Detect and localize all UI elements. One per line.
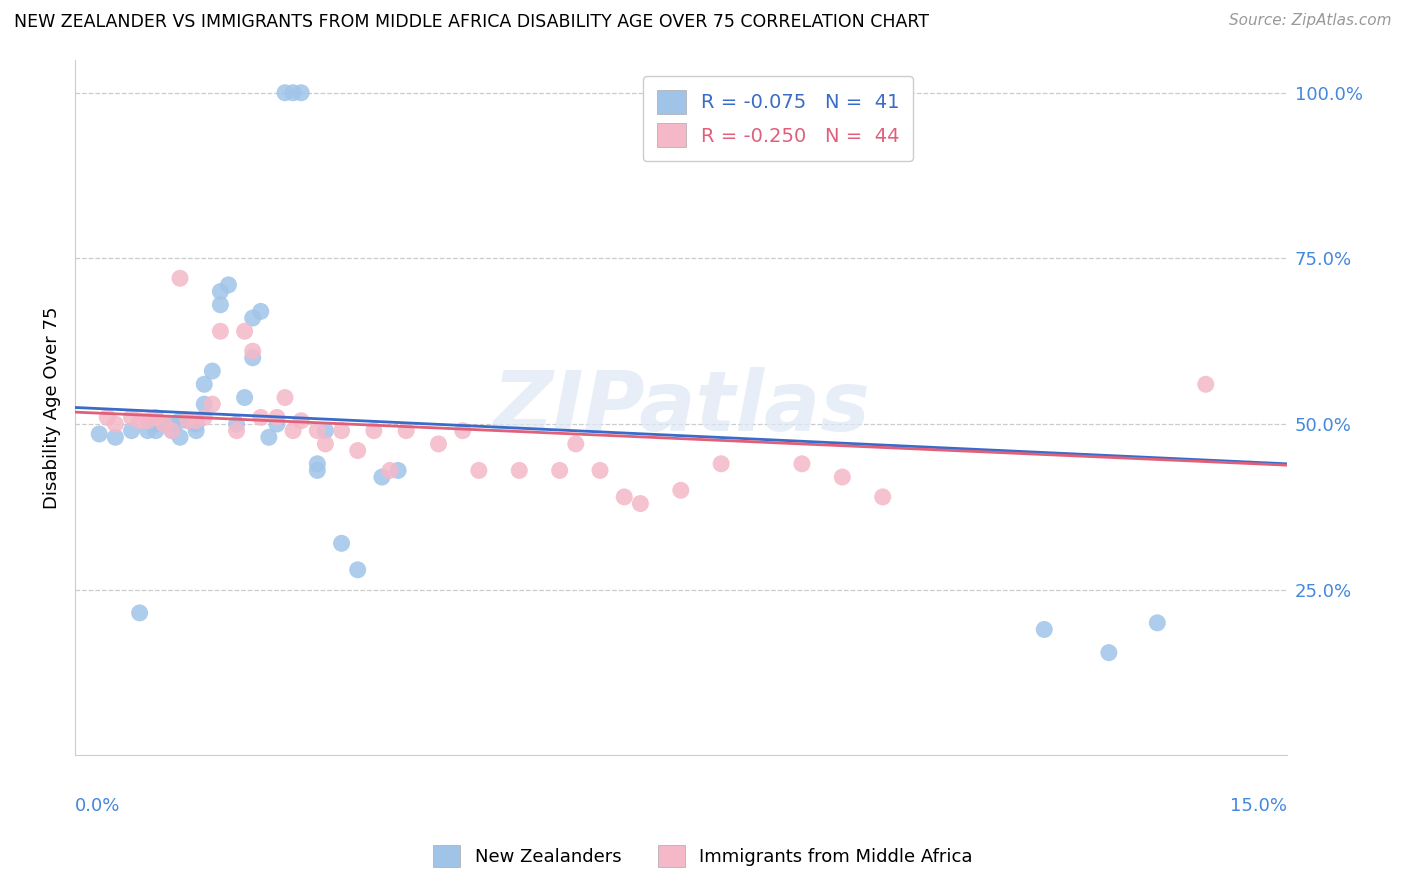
Point (209, 324, 232, 338)
Text: Source: ZipAtlas.com: Source: ZipAtlas.com (1229, 13, 1392, 29)
Point (257, 430, 280, 444)
Point (363, 424, 385, 438)
Point (89, 427, 111, 442)
Point (346, 443, 368, 458)
Point (193, 410, 215, 425)
Point (96, 410, 118, 425)
Point (242, 344, 264, 359)
Point (1146, 615, 1168, 630)
Point (274, 86, 297, 100)
Point (128, 414, 150, 428)
Text: 15.0%: 15.0% (1229, 797, 1286, 815)
Point (628, 497, 651, 511)
Text: ZIPatlas: ZIPatlas (492, 367, 870, 448)
Point (186, 414, 208, 428)
Point (201, 397, 224, 411)
Point (468, 463, 491, 477)
Point (121, 410, 143, 425)
Point (290, 86, 312, 100)
Point (1033, 623, 1056, 637)
Point (145, 417, 167, 431)
Point (1098, 646, 1121, 660)
Point (121, 424, 143, 438)
Point (266, 417, 288, 431)
Point (225, 424, 247, 438)
Point (169, 430, 191, 444)
Point (314, 437, 336, 451)
Point (266, 410, 288, 425)
Point (186, 417, 208, 431)
Point (290, 414, 312, 428)
Point (136, 414, 159, 428)
Point (249, 304, 271, 318)
Point (790, 457, 813, 471)
Point (330, 424, 353, 438)
Point (169, 271, 191, 285)
Point (872, 490, 894, 504)
Point (589, 463, 612, 477)
Point (145, 424, 167, 438)
Point (104, 430, 127, 444)
Point (242, 351, 264, 365)
Point (613, 490, 636, 504)
Point (371, 470, 394, 484)
Point (186, 424, 208, 438)
Point (669, 483, 692, 498)
Y-axis label: Disability Age Over 75: Disability Age Over 75 (44, 306, 60, 508)
Legend: New Zealanders, Immigrants from Middle Africa: New Zealanders, Immigrants from Middle A… (426, 838, 980, 874)
Point (153, 417, 176, 431)
Point (242, 311, 264, 326)
Point (274, 391, 297, 405)
Point (395, 424, 418, 438)
Point (209, 285, 232, 299)
Point (346, 563, 368, 577)
Point (314, 424, 336, 438)
Point (281, 86, 304, 100)
Point (831, 470, 853, 484)
Point (225, 417, 247, 431)
Text: NEW ZEALANDER VS IMMIGRANTS FROM MIDDLE AFRICA DISABILITY AGE OVER 75 CORRELATIO: NEW ZEALANDER VS IMMIGRANTS FROM MIDDLE … (14, 13, 929, 31)
Point (169, 414, 191, 428)
Point (330, 536, 353, 550)
Point (378, 463, 401, 477)
Point (548, 463, 571, 477)
Point (209, 298, 232, 312)
Point (201, 364, 224, 378)
Point (145, 410, 167, 425)
Point (217, 277, 239, 292)
Point (160, 424, 183, 438)
Legend: R = -0.075   N =  41, R = -0.250   N =  44: R = -0.075 N = 41, R = -0.250 N = 44 (643, 77, 914, 161)
Point (128, 606, 150, 620)
Point (307, 457, 329, 471)
Point (177, 414, 200, 428)
Text: 0.0%: 0.0% (75, 797, 121, 815)
Point (193, 397, 215, 411)
Point (710, 457, 733, 471)
Point (233, 391, 256, 405)
Point (233, 324, 256, 338)
Point (249, 410, 271, 425)
Point (565, 437, 588, 451)
Point (153, 417, 176, 431)
Point (307, 463, 329, 477)
Point (1195, 377, 1218, 392)
Point (104, 417, 127, 431)
Point (281, 424, 304, 438)
Point (160, 424, 183, 438)
Point (387, 463, 409, 477)
Point (451, 424, 474, 438)
Point (160, 417, 183, 431)
Point (136, 424, 159, 438)
Point (193, 377, 215, 392)
Point (508, 463, 530, 477)
Point (307, 424, 329, 438)
Point (177, 414, 200, 428)
Point (427, 437, 450, 451)
